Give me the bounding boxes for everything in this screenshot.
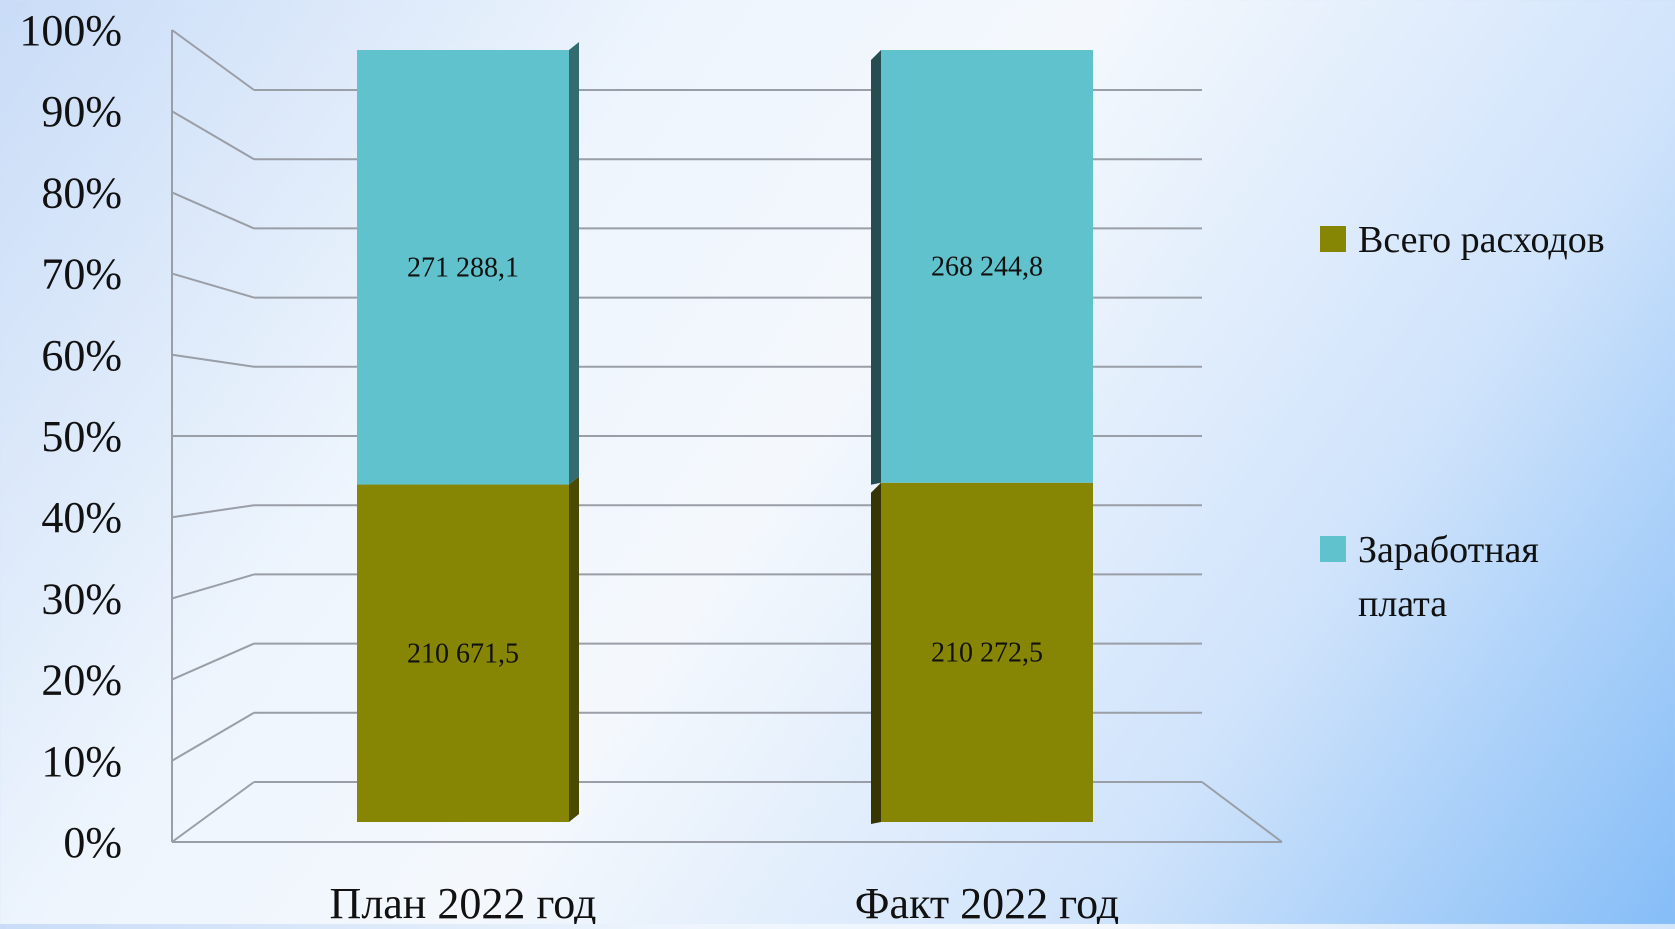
legend-label: Заработная плата <box>1358 529 1539 625</box>
bar-side <box>871 482 881 824</box>
bar-segment <box>357 50 569 485</box>
y-tick-label: 70% <box>41 250 122 299</box>
x-category-label: Факт 2022 год <box>855 879 1119 924</box>
y-tick-label: 0% <box>63 818 122 867</box>
y-tick-label: 50% <box>41 412 122 461</box>
gridline-side <box>171 711 255 762</box>
gridline-side <box>171 29 255 91</box>
data-label: 210 272,5 <box>931 637 1043 668</box>
y-tick-label: 90% <box>41 87 122 136</box>
bar-side <box>569 42 579 485</box>
gridline-side <box>171 573 255 600</box>
gridline-side <box>171 110 255 161</box>
y-tick-label: 20% <box>41 656 122 705</box>
y-tick-label: 100% <box>19 6 122 55</box>
legend-label: Всего расходов <box>1358 219 1605 261</box>
x-category-label: План 2022 год <box>330 879 597 924</box>
y-tick-label: 60% <box>41 331 122 380</box>
gridline-side <box>171 642 255 681</box>
data-label: 271 288,1 <box>407 252 519 283</box>
legend-swatch <box>1320 536 1346 562</box>
bar-segment <box>357 484 569 822</box>
bar-segment <box>881 50 1093 483</box>
gridline-side <box>171 781 255 843</box>
gridline-side <box>171 504 255 519</box>
bar-side <box>569 476 579 822</box>
gridline-side <box>171 191 255 230</box>
data-label: 210 671,5 <box>407 638 519 669</box>
gridline-side <box>171 353 255 368</box>
bar-side <box>871 50 881 485</box>
y-tick-label: 40% <box>41 493 122 542</box>
bar-segment <box>881 482 1093 822</box>
y-tick-label: 80% <box>41 168 122 217</box>
legend-swatch <box>1320 226 1346 252</box>
y-tick-label: 10% <box>41 737 122 786</box>
y-tick-label: 30% <box>41 574 122 623</box>
gridline-side <box>171 272 255 299</box>
data-label: 268 244,8 <box>931 251 1043 282</box>
floor-edge <box>1201 781 1283 843</box>
